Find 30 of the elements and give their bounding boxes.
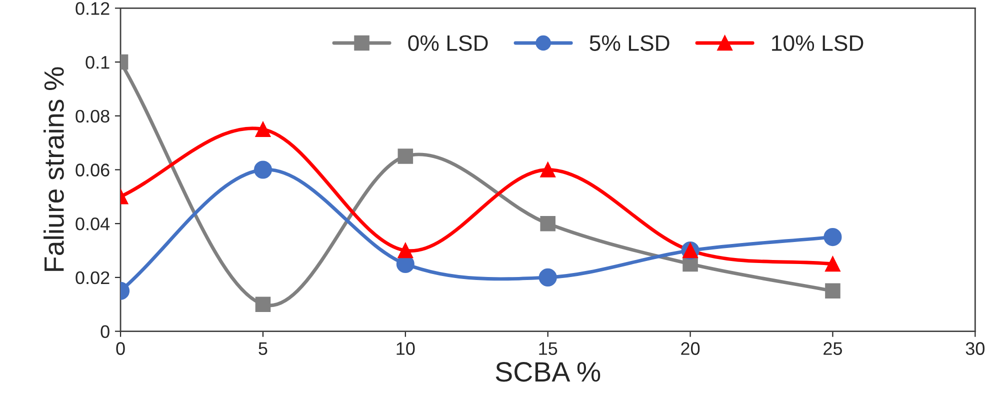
point xyxy=(255,122,271,137)
point xyxy=(538,268,557,286)
y-tick-label: 0.12 xyxy=(76,2,110,15)
point xyxy=(824,228,842,246)
legend-label: 10% LSD xyxy=(772,35,864,51)
point xyxy=(825,256,840,272)
y-tick-label: 0.06 xyxy=(76,164,110,176)
x-tick-label: 5 xyxy=(258,342,268,355)
point xyxy=(398,242,414,258)
legend-label: 5% LSD xyxy=(590,35,670,51)
x-tick-label: 30 xyxy=(966,342,984,355)
point xyxy=(540,162,556,178)
x-axis-title: SCBA % xyxy=(496,362,600,382)
y-tick-label: 0.1 xyxy=(86,56,110,69)
y-tick-label: 0.04 xyxy=(76,218,110,230)
point xyxy=(254,160,272,179)
point xyxy=(540,216,556,232)
x-tick-label: 10 xyxy=(396,342,415,355)
y-axis-title: Faliure strains % xyxy=(44,67,64,271)
x-tick-label: 20 xyxy=(681,342,700,355)
y-tick-label: 0.02 xyxy=(76,271,110,284)
x-tick-label: 15 xyxy=(539,342,558,355)
point xyxy=(825,283,840,299)
point xyxy=(398,148,414,164)
x-tick-label: 25 xyxy=(824,342,842,355)
point xyxy=(255,296,271,312)
y-tick-label: 0.08 xyxy=(76,110,110,123)
y-tick-label: 0 xyxy=(100,325,110,338)
legend-label: 0% LSD xyxy=(408,35,488,51)
x-tick-label: 0 xyxy=(116,342,125,355)
